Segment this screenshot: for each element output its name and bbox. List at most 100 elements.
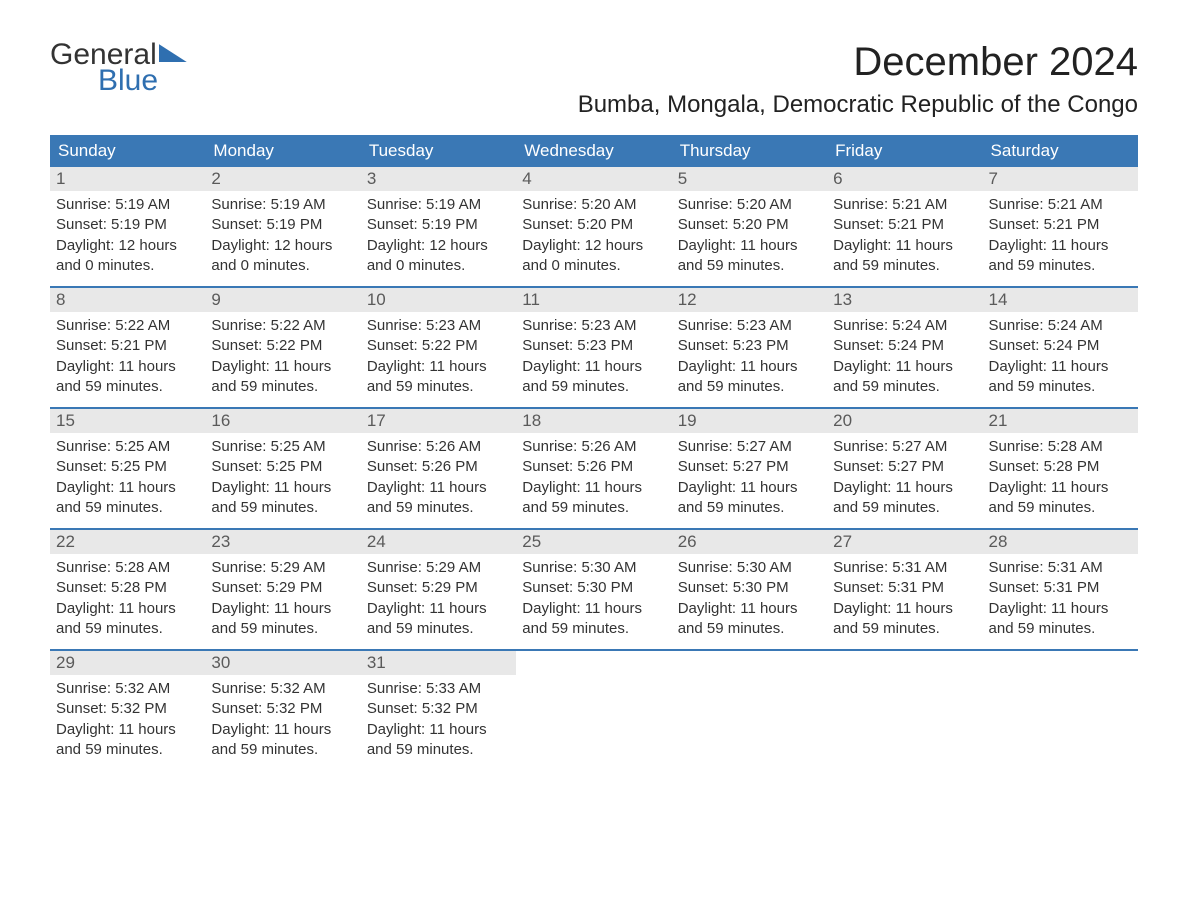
day-cell — [827, 651, 982, 770]
day-body: Sunrise: 5:32 AMSunset: 5:32 PMDaylight:… — [50, 675, 205, 770]
day-day1: Daylight: 12 hours — [56, 236, 199, 256]
weeks-container: 1Sunrise: 5:19 AMSunset: 5:19 PMDaylight… — [50, 167, 1138, 770]
weekday-header-row: SundayMondayTuesdayWednesdayThursdayFrid… — [50, 135, 1138, 167]
day-number: 16 — [205, 409, 360, 433]
day-day1: Daylight: 11 hours — [211, 599, 354, 619]
day-sunrise: Sunrise: 5:29 AM — [211, 558, 354, 578]
day-cell: 1Sunrise: 5:19 AMSunset: 5:19 PMDaylight… — [50, 167, 205, 286]
day-day1: Daylight: 11 hours — [522, 357, 665, 377]
title-block: December 2024 Bumba, Mongala, Democratic… — [578, 40, 1138, 129]
day-day2: and 0 minutes. — [56, 256, 199, 276]
day-body: Sunrise: 5:29 AMSunset: 5:29 PMDaylight:… — [205, 554, 360, 649]
day-body: Sunrise: 5:28 AMSunset: 5:28 PMDaylight:… — [983, 433, 1138, 528]
day-day2: and 59 minutes. — [678, 498, 821, 518]
day-number: 20 — [827, 409, 982, 433]
weekday-header: Tuesday — [361, 135, 516, 167]
day-day1: Daylight: 11 hours — [367, 357, 510, 377]
weekday-header: Monday — [205, 135, 360, 167]
day-sunset: Sunset: 5:30 PM — [522, 578, 665, 598]
day-sunset: Sunset: 5:30 PM — [678, 578, 821, 598]
day-cell: 30Sunrise: 5:32 AMSunset: 5:32 PMDayligh… — [205, 651, 360, 770]
day-sunset: Sunset: 5:23 PM — [678, 336, 821, 356]
day-number: 14 — [983, 288, 1138, 312]
day-sunset: Sunset: 5:32 PM — [211, 699, 354, 719]
day-sunrise: Sunrise: 5:32 AM — [211, 679, 354, 699]
day-sunset: Sunset: 5:19 PM — [367, 215, 510, 235]
logo: General Blue — [50, 40, 187, 96]
day-day1: Daylight: 12 hours — [367, 236, 510, 256]
day-sunset: Sunset: 5:27 PM — [678, 457, 821, 477]
day-number: 4 — [516, 167, 671, 191]
day-day2: and 59 minutes. — [367, 740, 510, 760]
day-sunrise: Sunrise: 5:32 AM — [56, 679, 199, 699]
day-sunrise: Sunrise: 5:25 AM — [56, 437, 199, 457]
location-subtitle: Bumba, Mongala, Democratic Republic of t… — [578, 91, 1138, 119]
day-sunrise: Sunrise: 5:19 AM — [367, 195, 510, 215]
day-cell: 14Sunrise: 5:24 AMSunset: 5:24 PMDayligh… — [983, 288, 1138, 407]
day-number: 21 — [983, 409, 1138, 433]
day-day2: and 59 minutes. — [56, 377, 199, 397]
day-day2: and 59 minutes. — [522, 619, 665, 639]
day-cell: 31Sunrise: 5:33 AMSunset: 5:32 PMDayligh… — [361, 651, 516, 770]
day-body: Sunrise: 5:31 AMSunset: 5:31 PMDaylight:… — [983, 554, 1138, 649]
day-day2: and 59 minutes. — [211, 740, 354, 760]
day-cell: 13Sunrise: 5:24 AMSunset: 5:24 PMDayligh… — [827, 288, 982, 407]
day-cell — [516, 651, 671, 770]
weekday-header: Wednesday — [516, 135, 671, 167]
day-number: 2 — [205, 167, 360, 191]
day-sunset: Sunset: 5:20 PM — [678, 215, 821, 235]
day-day1: Daylight: 11 hours — [989, 236, 1132, 256]
day-day1: Daylight: 11 hours — [522, 599, 665, 619]
day-day1: Daylight: 11 hours — [56, 720, 199, 740]
day-body: Sunrise: 5:24 AMSunset: 5:24 PMDaylight:… — [983, 312, 1138, 407]
day-number: 7 — [983, 167, 1138, 191]
day-body: Sunrise: 5:20 AMSunset: 5:20 PMDaylight:… — [672, 191, 827, 286]
day-day1: Daylight: 11 hours — [678, 236, 821, 256]
day-cell: 6Sunrise: 5:21 AMSunset: 5:21 PMDaylight… — [827, 167, 982, 286]
day-sunrise: Sunrise: 5:20 AM — [522, 195, 665, 215]
day-sunset: Sunset: 5:25 PM — [211, 457, 354, 477]
day-number: 25 — [516, 530, 671, 554]
day-cell: 3 Sunrise: 5:19 AMSunset: 5:19 PMDaylight… — [361, 167, 516, 286]
day-cell: 12Sunrise: 5:23 AMSunset: 5:23 PMDayligh… — [672, 288, 827, 407]
week-row: 8Sunrise: 5:22 AMSunset: 5:21 PMDaylight… — [50, 286, 1138, 407]
day-sunrise: Sunrise: 5:33 AM — [367, 679, 510, 699]
day-number: 24 — [361, 530, 516, 554]
day-sunset: Sunset: 5:27 PM — [833, 457, 976, 477]
day-day2: and 59 minutes. — [367, 498, 510, 518]
day-number: 28 — [983, 530, 1138, 554]
day-day1: Daylight: 11 hours — [367, 478, 510, 498]
day-body: Sunrise: 5:32 AMSunset: 5:32 PMDaylight:… — [205, 675, 360, 770]
day-sunrise: Sunrise: 5:26 AM — [367, 437, 510, 457]
day-sunrise: Sunrise: 5:24 AM — [833, 316, 976, 336]
day-body: Sunrise: 5:21 AMSunset: 5:21 PMDaylight:… — [827, 191, 982, 286]
day-sunset: Sunset: 5:29 PM — [211, 578, 354, 598]
day-body: Sunrise: 5:33 AMSunset: 5:32 PMDaylight:… — [361, 675, 516, 770]
day-day2: and 0 minutes. — [211, 256, 354, 276]
day-cell: 29Sunrise: 5:32 AMSunset: 5:32 PMDayligh… — [50, 651, 205, 770]
day-sunrise: Sunrise: 5:19 AM — [211, 195, 354, 215]
logo-word-2: Blue — [50, 66, 187, 96]
day-sunset: Sunset: 5:24 PM — [989, 336, 1132, 356]
day-day1: Daylight: 11 hours — [678, 599, 821, 619]
day-body: Sunrise: 5:27 AMSunset: 5:27 PMDaylight:… — [672, 433, 827, 528]
day-body: Sunrise: 5:22 AMSunset: 5:21 PMDaylight:… — [50, 312, 205, 407]
day-cell: 24Sunrise: 5:29 AMSunset: 5:29 PMDayligh… — [361, 530, 516, 649]
day-day1: Daylight: 11 hours — [367, 599, 510, 619]
day-number: 27 — [827, 530, 982, 554]
day-day2: and 59 minutes. — [56, 619, 199, 639]
day-cell: 26Sunrise: 5:30 AMSunset: 5:30 PMDayligh… — [672, 530, 827, 649]
day-sunset: Sunset: 5:19 PM — [56, 215, 199, 235]
day-sunrise: Sunrise: 5:21 AM — [989, 195, 1132, 215]
weekday-header: Friday — [827, 135, 982, 167]
day-sunrise: Sunrise: 5:23 AM — [522, 316, 665, 336]
day-number: 30 — [205, 651, 360, 675]
day-body: Sunrise: 5:26 AMSunset: 5:26 PMDaylight:… — [516, 433, 671, 528]
day-body: Sunrise: 5:20 AMSunset: 5:20 PMDaylight:… — [516, 191, 671, 286]
day-day2: and 59 minutes. — [56, 498, 199, 518]
day-sunset: Sunset: 5:19 PM — [211, 215, 354, 235]
day-day1: Daylight: 12 hours — [522, 236, 665, 256]
day-number: 3 — [361, 167, 516, 191]
day-day1: Daylight: 11 hours — [211, 478, 354, 498]
day-sunset: Sunset: 5:22 PM — [211, 336, 354, 356]
